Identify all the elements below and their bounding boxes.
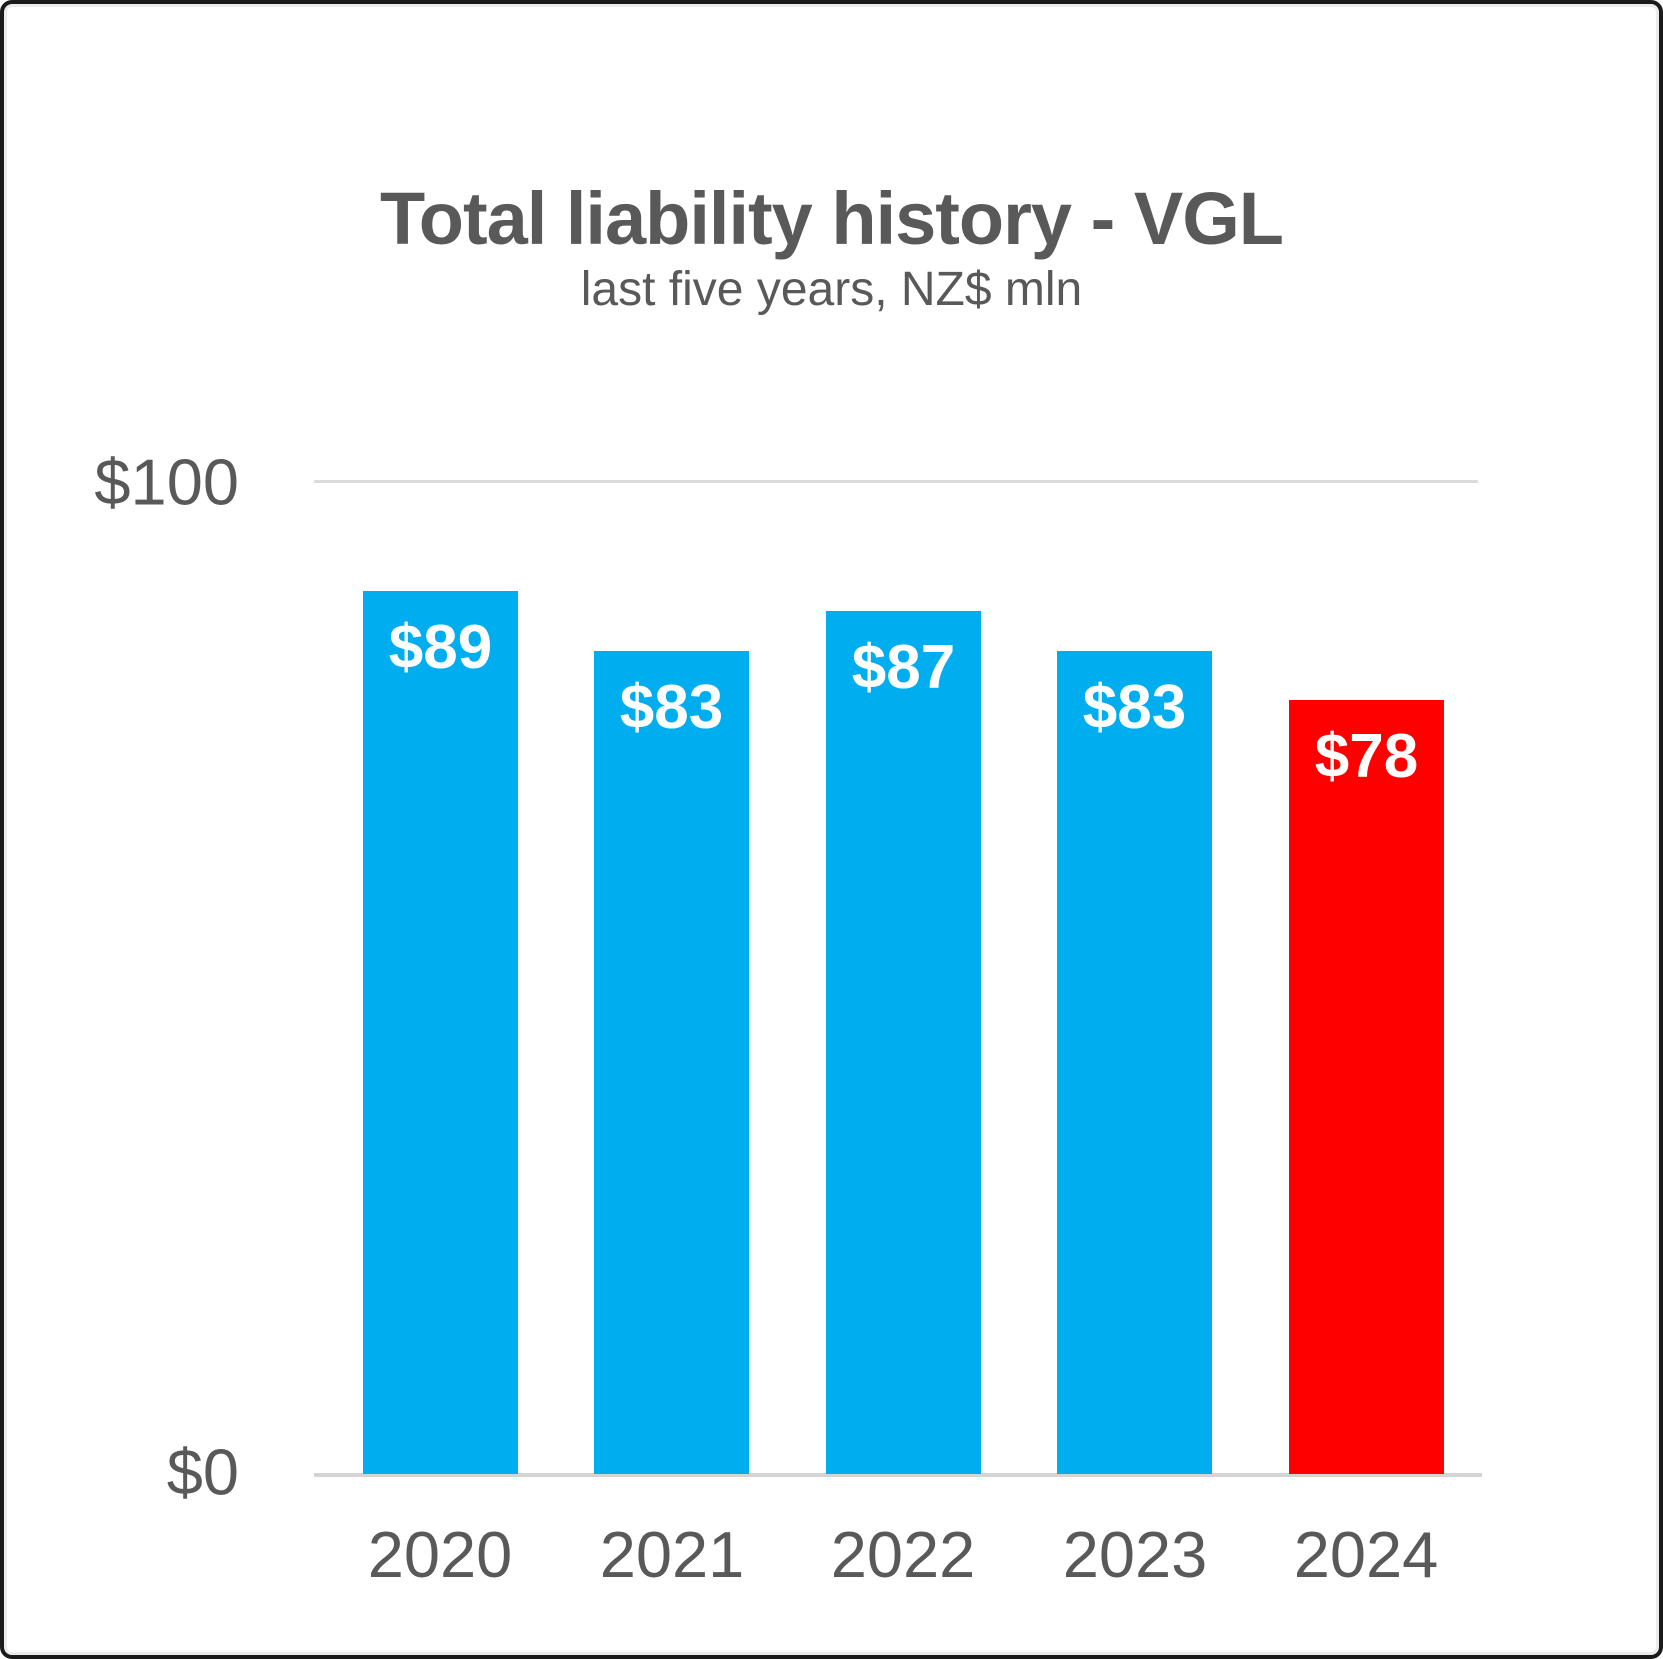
chart-subtitle: last five years, NZ$ mln bbox=[580, 263, 1083, 316]
bar-value-label: $78 bbox=[1314, 722, 1419, 791]
bar-2024: $78 bbox=[1289, 700, 1444, 1474]
bar-2020: $89 bbox=[363, 591, 518, 1474]
gridline-100 bbox=[314, 480, 1478, 483]
bar-value-label: $87 bbox=[851, 633, 956, 702]
x-axis-label-2020: 2020 bbox=[367, 1518, 513, 1591]
x-axis-labels: 2020 2021 2022 2023 2024 bbox=[314, 1522, 1478, 1612]
bar-2022: $87 bbox=[826, 611, 981, 1474]
x-axis-label-2024: 2024 bbox=[1293, 1518, 1439, 1591]
bar-value-label: $83 bbox=[1082, 673, 1187, 742]
bar-2023: $83 bbox=[1057, 651, 1212, 1474]
x-axis-label-2021: 2021 bbox=[599, 1518, 745, 1591]
chart-title: Total liability history - VGL bbox=[380, 177, 1284, 260]
bar-value-label: $89 bbox=[388, 613, 493, 682]
plot-area: $89 $83 $87 $83 $78 bbox=[314, 482, 1478, 1474]
x-axis-line bbox=[314, 1473, 1482, 1477]
y-axis-tick-0: $0 bbox=[166, 1435, 239, 1509]
bar-value-label: $83 bbox=[619, 673, 724, 742]
y-axis-tick-100: $100 bbox=[94, 445, 239, 519]
bar-2021: $83 bbox=[594, 651, 749, 1474]
x-axis-label-2022: 2022 bbox=[830, 1518, 976, 1591]
x-axis-label-2023: 2023 bbox=[1062, 1518, 1208, 1591]
